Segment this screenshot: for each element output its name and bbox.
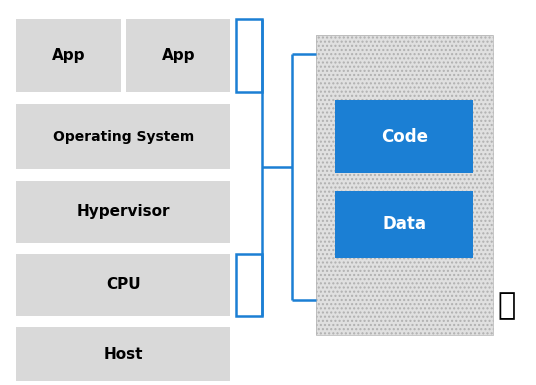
Bar — [126, 19, 230, 92]
Bar — [316, 35, 493, 335]
Text: Hypervisor: Hypervisor — [77, 204, 170, 219]
Bar — [316, 35, 493, 335]
Text: Data: Data — [382, 215, 426, 233]
Text: App: App — [161, 49, 195, 63]
Text: Operating System: Operating System — [53, 130, 194, 144]
Bar — [16, 254, 230, 316]
Bar — [335, 100, 473, 173]
Text: Code: Code — [381, 128, 428, 146]
Bar — [16, 327, 230, 381]
Bar — [16, 181, 230, 243]
Text: CPU: CPU — [106, 278, 140, 292]
Bar — [16, 104, 230, 169]
Bar — [16, 19, 121, 92]
Text: 🔒: 🔒 — [497, 291, 516, 321]
Bar — [236, 19, 262, 92]
Bar — [335, 191, 473, 258]
Bar — [236, 254, 262, 316]
Text: App: App — [51, 49, 85, 63]
Text: Host: Host — [103, 347, 143, 362]
